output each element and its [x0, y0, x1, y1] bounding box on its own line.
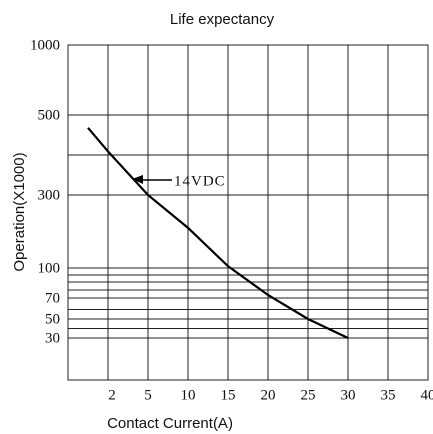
x-tick-label: 25 — [301, 387, 316, 403]
y-tick-label: 100 — [38, 260, 61, 276]
x-tick-label: 2 — [108, 387, 116, 403]
plot-frame — [67, 44, 429, 381]
chart-title: Life expectancy — [170, 11, 275, 28]
x-tick-label: 30 — [341, 387, 356, 403]
x-tick-label: 20 — [261, 387, 276, 403]
y-tick-label: 30 — [45, 330, 60, 346]
x-axis-label: Contact Current(A) — [107, 415, 233, 432]
x-tick-label: 15 — [221, 387, 236, 403]
arrow-head — [132, 175, 143, 184]
x-tick-label: 35 — [381, 387, 396, 403]
y-tick-label: 500 — [38, 107, 61, 123]
y-tick-label: 70 — [45, 290, 60, 306]
y-tick-label: 1000 — [30, 37, 60, 53]
y-axis-label: Operation(X1000) — [11, 152, 28, 271]
curve — [87, 127, 349, 339]
x-tick-label: 40 — [421, 387, 433, 403]
y-tick-label: 50 — [45, 311, 60, 327]
x-tick-label: 5 — [144, 387, 152, 403]
x-tick-label: 10 — [181, 387, 196, 403]
y-tick-label: 300 — [38, 187, 61, 203]
annotation: 14VDC — [174, 173, 226, 189]
